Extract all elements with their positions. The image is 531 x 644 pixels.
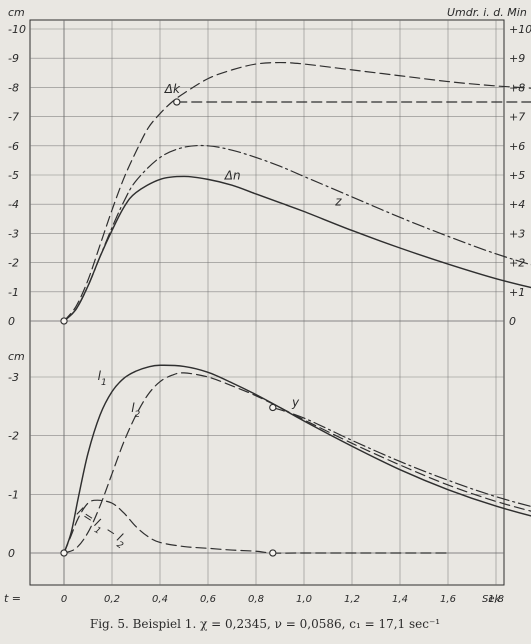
- dk-marker: [173, 98, 181, 106]
- bottom-left-unit: cm: [8, 350, 25, 363]
- top-right-unit: Umdr. i. d. Min: [447, 6, 527, 19]
- l1-label: l1: [98, 369, 107, 388]
- delta-n-label: Δn: [224, 168, 241, 182]
- l-marker: [269, 549, 277, 557]
- left-tick-bottom-1: -1: [8, 488, 19, 501]
- left-tick-top-3: -3: [8, 227, 19, 240]
- x-tick-0,4: 0,4: [152, 594, 168, 605]
- left-tick-top-10: -10: [8, 23, 26, 36]
- x-tick-1,2: 1,2: [344, 594, 360, 605]
- bottom-curves: [60, 364, 531, 557]
- right-tick-top-2: +2: [509, 257, 525, 270]
- right-tick-top-8: +8: [509, 81, 525, 94]
- x-tick-1,4: 1,4: [392, 594, 408, 605]
- x-axis-label: t =: [4, 592, 21, 605]
- right-tick-top-0: 0: [509, 315, 516, 328]
- left-tick-top-9: -9: [8, 52, 19, 65]
- origin-marker-top: [60, 317, 68, 325]
- right-tick-top-1: +1: [509, 286, 525, 299]
- y-marker: [269, 403, 277, 412]
- x-tick-1,8: 1,8: [488, 594, 504, 605]
- left-tick-top-0: 0: [8, 315, 15, 328]
- x-axis-unit: Sek: [482, 594, 502, 605]
- top-left-unit: cm: [8, 6, 25, 19]
- origin-marker-bottom: [60, 549, 68, 557]
- x-tick-1,0: 1,0: [296, 594, 312, 605]
- right-tick-top-4: +4: [509, 198, 525, 211]
- right-tick-top-7: +7: [509, 111, 525, 124]
- grid-layer: [29, 19, 505, 586]
- left-tick-bottom-2: -2: [8, 430, 19, 443]
- delta-k-label: Δk: [164, 82, 181, 96]
- left-tick-bottom-0: 0: [8, 547, 15, 560]
- plot-frame: [29, 19, 505, 586]
- left-tick-bottom-3: -3: [8, 371, 19, 384]
- top-series-1: [63, 61, 531, 322]
- x-tick-0: 0: [61, 594, 67, 605]
- top-curves: [60, 61, 531, 325]
- l2-label: l2: [131, 401, 140, 420]
- z-label: z: [334, 195, 342, 209]
- x-tick-1,6: 1,6: [440, 594, 456, 605]
- right-tick-top-10: +10: [509, 23, 531, 36]
- x-tick-0,2: 0,2: [104, 594, 120, 605]
- left-tick-top-7: -7: [8, 111, 19, 124]
- text-layer: 0-1-2-3-4-5-6-7-8-9-100+1+2+3+4+5+6+7+8+…: [4, 6, 531, 605]
- bottom-series-3: [272, 406, 531, 508]
- figure-caption: Fig. 5. Beispiel 1. χ = 0,2345, ν = 0,05…: [90, 617, 440, 631]
- left-tick-top-8: -8: [8, 81, 19, 94]
- x-tick-0,8: 0,8: [248, 594, 264, 605]
- x-tick-0,6: 0,6: [200, 594, 216, 605]
- bottom-series-2: [63, 372, 531, 554]
- left-tick-top-5: -5: [8, 169, 19, 182]
- right-tick-top-3: +3: [509, 227, 525, 240]
- left-tick-top-6: -6: [8, 140, 19, 153]
- right-tick-top-6: +6: [509, 140, 525, 153]
- left-tick-top-4: -4: [8, 198, 19, 211]
- right-tick-top-9: +9: [509, 52, 525, 65]
- top-series-4: [63, 175, 531, 322]
- left-tick-top-1: -1: [8, 286, 19, 299]
- right-tick-top-5: +5: [509, 169, 525, 182]
- top-series-3: [63, 144, 531, 322]
- y-label: y: [291, 395, 300, 409]
- bottom-series-1: [63, 364, 531, 554]
- bottom-series-4: [63, 499, 449, 554]
- left-tick-top-2: -2: [8, 257, 19, 270]
